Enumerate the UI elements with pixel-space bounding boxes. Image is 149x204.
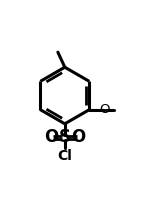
Text: Cl: Cl bbox=[57, 149, 72, 163]
Text: O: O bbox=[44, 128, 59, 146]
Text: O: O bbox=[71, 128, 85, 146]
Text: S: S bbox=[59, 128, 71, 146]
Text: O: O bbox=[99, 103, 110, 116]
